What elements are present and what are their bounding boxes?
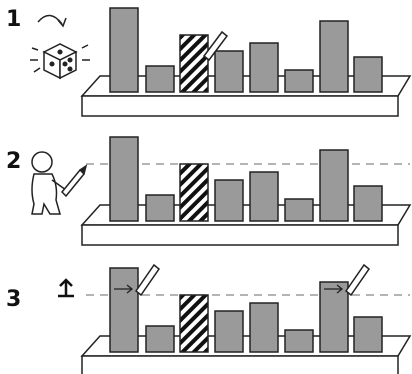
bar <box>285 199 313 221</box>
bar <box>146 66 174 92</box>
bar <box>354 186 382 221</box>
bar <box>354 317 382 352</box>
bar <box>110 137 138 221</box>
bar <box>180 164 208 221</box>
bar <box>250 43 278 92</box>
bar <box>110 268 138 352</box>
pencil <box>136 265 159 295</box>
bar <box>180 35 208 92</box>
up-arrow-icon <box>58 280 74 296</box>
bar <box>320 21 348 92</box>
bar <box>110 8 138 92</box>
bar <box>250 172 278 221</box>
step-number: 3 <box>6 287 21 312</box>
bar <box>320 150 348 221</box>
bar <box>320 282 348 352</box>
step-number: 1 <box>6 7 21 32</box>
bar <box>215 51 243 92</box>
diagram: 1 2 3 <box>0 0 412 374</box>
pencil <box>346 265 369 295</box>
bar <box>215 180 243 221</box>
shelf-front <box>82 225 398 245</box>
bar <box>215 311 243 352</box>
bar <box>146 326 174 352</box>
figure-icon <box>32 152 86 214</box>
bar <box>285 330 313 352</box>
bar <box>146 195 174 221</box>
shelf-front <box>82 356 398 374</box>
bar <box>250 303 278 352</box>
bar <box>354 57 382 92</box>
bar <box>285 70 313 92</box>
dice-icon <box>30 15 90 78</box>
step-number: 2 <box>6 149 21 174</box>
shelf-front <box>82 96 398 116</box>
bar <box>180 295 208 352</box>
